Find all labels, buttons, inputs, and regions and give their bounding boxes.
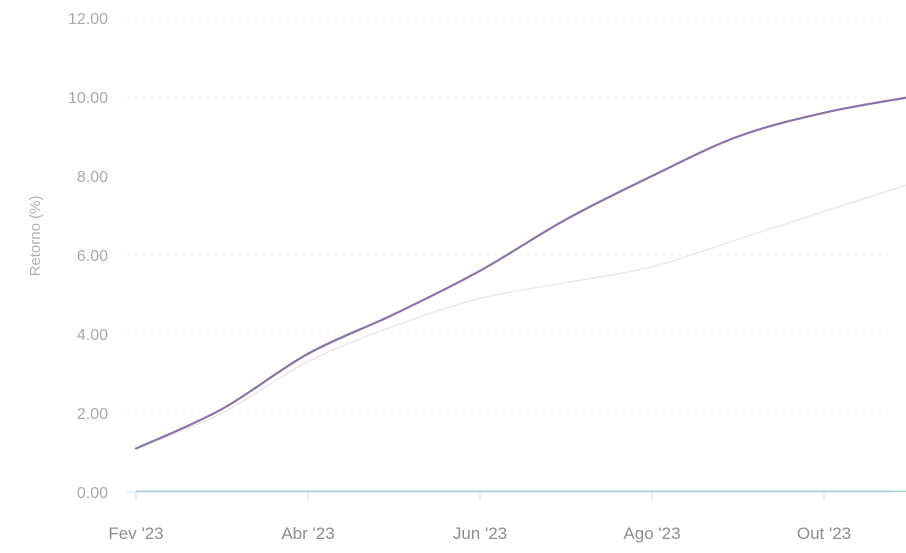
y-tick-label: 12.00 [68, 11, 108, 28]
x-tick-label: Abr '23 [281, 524, 334, 543]
y-tick-label: 8.00 [77, 169, 108, 186]
y-axis-ticks: 0.00 2.00 4.00 6.00 8.00 10.00 12.00 [68, 11, 108, 502]
y-tick-label: 4.00 [77, 327, 108, 344]
x-axis-ticks: Fev '23 Abr '23 Jun '23 Ago '23 Out '23 [108, 492, 851, 543]
x-tick-label: Fev '23 [108, 524, 163, 543]
x-tick-label: Jun '23 [453, 524, 507, 543]
y-tick-label: 2.00 [77, 406, 108, 423]
series-line-2 [136, 184, 906, 449]
y-tick-label: 10.00 [68, 90, 108, 107]
series-layer [136, 97, 906, 491]
y-axis-label: Retorno (%) [27, 196, 44, 277]
x-tick-label: Out '23 [797, 524, 851, 543]
x-tick-label: Ago '23 [623, 524, 680, 543]
y-tick-label: 6.00 [77, 248, 108, 265]
y-tick-label: 0.00 [77, 485, 108, 502]
grid-layer [126, 18, 893, 413]
